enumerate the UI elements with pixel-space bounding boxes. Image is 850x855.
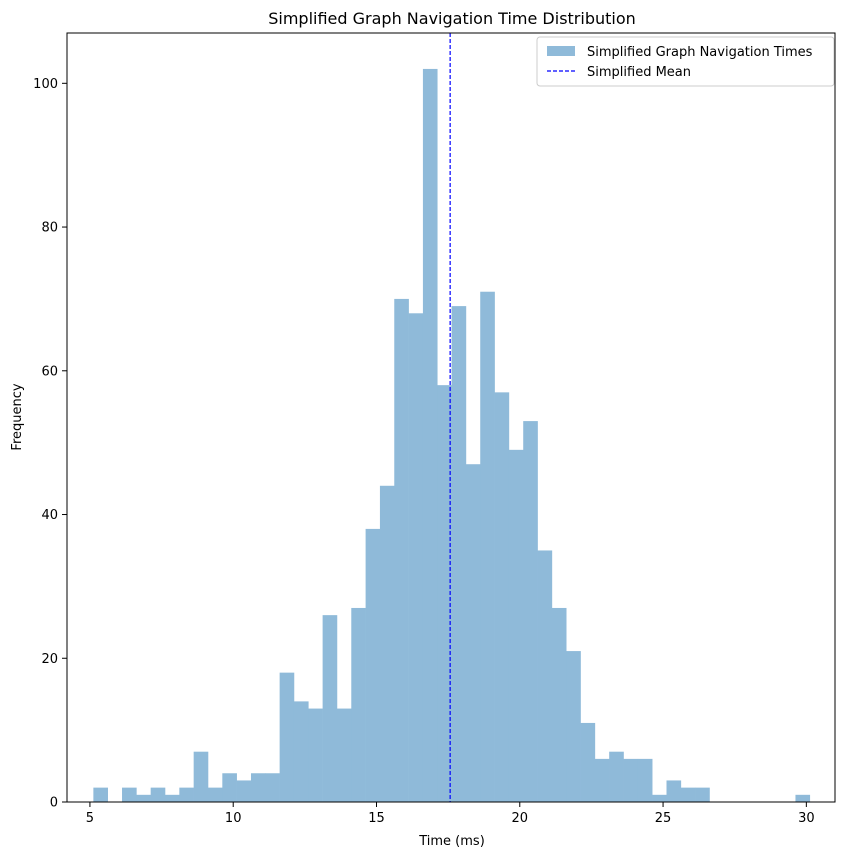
y-tick-label: 100 [33,77,58,92]
histogram-bar [207,787,223,802]
histogram-bar [422,68,438,803]
x-tick-label: 30 [798,811,815,826]
histogram-bar [637,758,653,802]
histogram-bar [379,485,395,802]
legend: Simplified Graph Navigation Times Simpli… [536,36,835,87]
histogram-bars [93,68,811,803]
histogram-bar [795,794,811,802]
histogram-bar [623,758,639,802]
histogram-bar [465,464,481,802]
y-tick-label: 80 [41,221,58,236]
histogram-bar [652,794,667,802]
x-tick-label: 20 [512,811,529,826]
histogram-bar [408,313,424,802]
histogram-bar [580,722,596,802]
histogram-bar [250,773,266,802]
histogram-bar [494,392,510,802]
legend-label-histogram: Simplified Graph Navigation Times [587,45,813,60]
legend-label-mean: Simplified Mean [587,65,691,80]
y-axis-ticks: 0 20 40 60 80 100 [33,77,67,811]
x-tick-label: 25 [655,811,672,826]
y-axis-label: Frequency [10,383,25,450]
plot-frame [66,32,836,803]
y-tick-label: 40 [41,508,58,523]
x-tick-label: 5 [86,811,94,826]
histogram-bar [351,607,366,802]
histogram-bar [265,773,280,802]
histogram-bar [122,787,137,802]
histogram-bar [451,306,467,802]
histogram-bar [680,787,696,802]
histogram-bar [222,773,237,802]
histogram-bar [609,751,624,802]
histogram-bar [537,550,553,802]
histogram-bar [523,421,538,802]
histogram-bar [480,291,495,802]
histogram-bar [695,787,710,802]
histogram-bar [365,528,381,802]
legend-swatch-histogram [547,46,575,56]
x-axis-label: Time (ms) [418,834,485,849]
histogram-bar [236,780,252,802]
histogram-bar [165,794,180,802]
histogram-bar [394,298,409,802]
legend-box [536,36,835,87]
histogram-bar [508,449,524,802]
histogram-bar [193,751,209,802]
histogram-bar [437,385,452,802]
histogram-bar [308,708,323,802]
histogram-bar [594,758,610,802]
y-tick-label: 20 [41,652,58,667]
histogram-bar [136,794,151,802]
histogram-bar [666,780,682,802]
y-tick-label: 0 [50,796,58,811]
histogram-bar [322,615,338,802]
histogram-bar [179,787,194,802]
histogram-bar [566,651,581,802]
histogram-bar [150,787,166,802]
chart-title: Simplified Graph Navigation Time Distrib… [268,9,636,28]
histogram-bar [293,701,309,802]
x-tick-label: 10 [225,811,242,826]
histogram-bar [279,672,295,802]
histogram-bar [336,708,352,802]
x-axis-ticks: 5 10 15 20 25 30 [86,802,815,826]
histogram-bar [551,607,567,802]
y-tick-label: 60 [41,364,58,379]
histogram-bar [93,787,108,802]
x-tick-label: 15 [368,811,385,826]
